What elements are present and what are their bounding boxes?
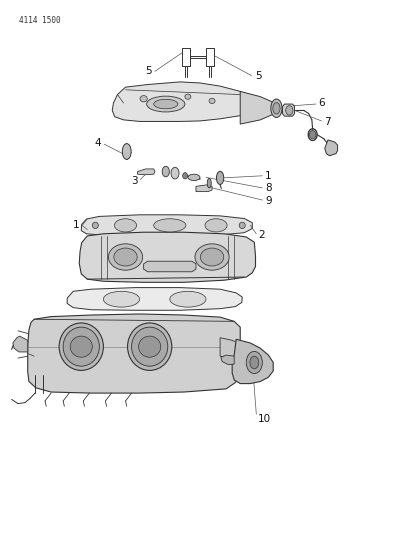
Polygon shape [28,314,240,393]
Polygon shape [325,140,337,156]
Ellipse shape [115,219,137,232]
Ellipse shape [131,327,168,366]
Ellipse shape [250,356,259,369]
Text: 6: 6 [319,98,325,108]
Ellipse shape [188,174,200,181]
Text: 4: 4 [95,138,102,148]
Ellipse shape [128,323,172,370]
Ellipse shape [171,167,179,179]
Ellipse shape [103,292,140,307]
Ellipse shape [146,96,185,112]
Ellipse shape [63,327,100,366]
Ellipse shape [273,102,280,114]
Ellipse shape [140,95,147,102]
Polygon shape [81,215,252,236]
Ellipse shape [239,222,245,229]
Ellipse shape [122,143,131,159]
Ellipse shape [217,171,224,184]
Ellipse shape [246,351,262,374]
Ellipse shape [114,248,137,266]
Ellipse shape [170,292,206,307]
Ellipse shape [109,244,143,270]
Polygon shape [67,288,242,310]
Polygon shape [13,336,28,352]
Polygon shape [240,91,273,124]
Text: 3: 3 [131,175,138,185]
Ellipse shape [70,336,92,357]
Ellipse shape [271,99,282,117]
Polygon shape [112,82,254,122]
Text: 1: 1 [265,171,272,181]
Text: 5: 5 [255,70,262,80]
Text: 2: 2 [259,230,265,240]
Ellipse shape [154,219,186,232]
Polygon shape [137,169,155,175]
Polygon shape [282,104,295,116]
Text: 5: 5 [145,66,152,76]
Ellipse shape [200,248,224,266]
Text: 9: 9 [265,196,272,206]
Ellipse shape [154,99,178,109]
Ellipse shape [286,106,293,115]
Text: 10: 10 [258,415,271,424]
Polygon shape [220,338,244,358]
Text: 7: 7 [324,117,330,127]
Polygon shape [196,185,212,191]
Polygon shape [232,340,273,384]
Text: 4114 1500: 4114 1500 [19,16,60,25]
Text: 1: 1 [73,220,80,230]
Polygon shape [221,355,234,365]
Polygon shape [144,261,196,272]
Ellipse shape [183,173,188,179]
Polygon shape [79,232,255,282]
Text: 8: 8 [265,183,272,193]
Ellipse shape [207,179,211,188]
Ellipse shape [309,131,316,139]
Ellipse shape [195,244,229,270]
Ellipse shape [92,222,98,229]
Ellipse shape [59,323,103,370]
Ellipse shape [205,219,227,232]
Ellipse shape [209,98,215,103]
Ellipse shape [185,94,191,99]
Ellipse shape [139,336,161,357]
Ellipse shape [162,166,169,177]
